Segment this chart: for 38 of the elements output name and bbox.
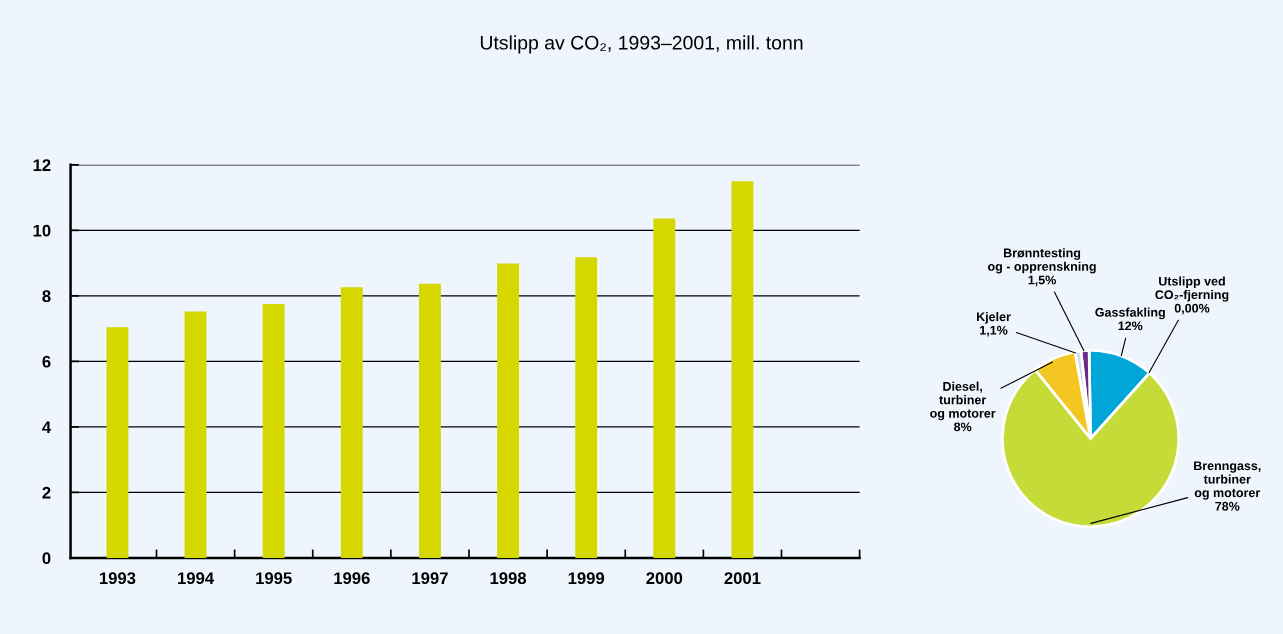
bar: [653, 218, 676, 558]
slice-label: Diesel, turbiner og motorer: [930, 381, 996, 421]
slice-label: Brønntesting og - opprenskning: [988, 248, 1096, 274]
y-tick-label: 6: [42, 355, 51, 368]
bar: [575, 257, 598, 558]
x-tick-label: 2001: [724, 572, 761, 585]
bar: [731, 181, 754, 558]
slice-label: Brenngass, turbiner og motorer: [1194, 461, 1261, 500]
data-label: 12%: [1118, 321, 1143, 331]
bar: [418, 283, 441, 558]
x-tick-label: 1993: [99, 572, 136, 585]
data-label: 8%: [954, 422, 972, 432]
y-tick-label: 12: [33, 159, 51, 171]
bar: [262, 304, 285, 558]
x-tick-label: 1995: [256, 572, 292, 585]
x-tick-label: 1998: [490, 572, 527, 585]
text: 0,00%: [1174, 303, 1210, 315]
x-tick-label: 2000: [646, 572, 683, 585]
x-tick-label: 1996: [334, 572, 370, 585]
y-tick-label: 4: [42, 421, 52, 433]
data-label: 1,1%: [980, 325, 1008, 337]
x-tick-label: 1994: [178, 572, 215, 585]
chart-title: Utslipp av CO₂, 1993–2001, mill. tonn: [480, 35, 803, 54]
data-label: 78%: [1215, 501, 1240, 511]
bar: [340, 287, 363, 558]
y-tick-label: 10: [33, 224, 51, 237]
y-tick-label: 0: [42, 552, 51, 565]
y-tick-label: 8: [42, 290, 51, 303]
slice-label: Gassfakling: [1095, 307, 1165, 320]
bar: [184, 311, 207, 558]
bar: [497, 263, 519, 558]
y-tick-label: 2: [42, 486, 51, 499]
category-label: Utslipp ved CO₂-fjerning: [1155, 276, 1229, 302]
x-tick-label: 1997: [412, 572, 448, 585]
slice-label: Kjeler: [976, 312, 1011, 324]
bar: [106, 327, 129, 558]
data-label: 1,5%: [1028, 275, 1056, 287]
x-tick-label: 1999: [568, 572, 605, 585]
